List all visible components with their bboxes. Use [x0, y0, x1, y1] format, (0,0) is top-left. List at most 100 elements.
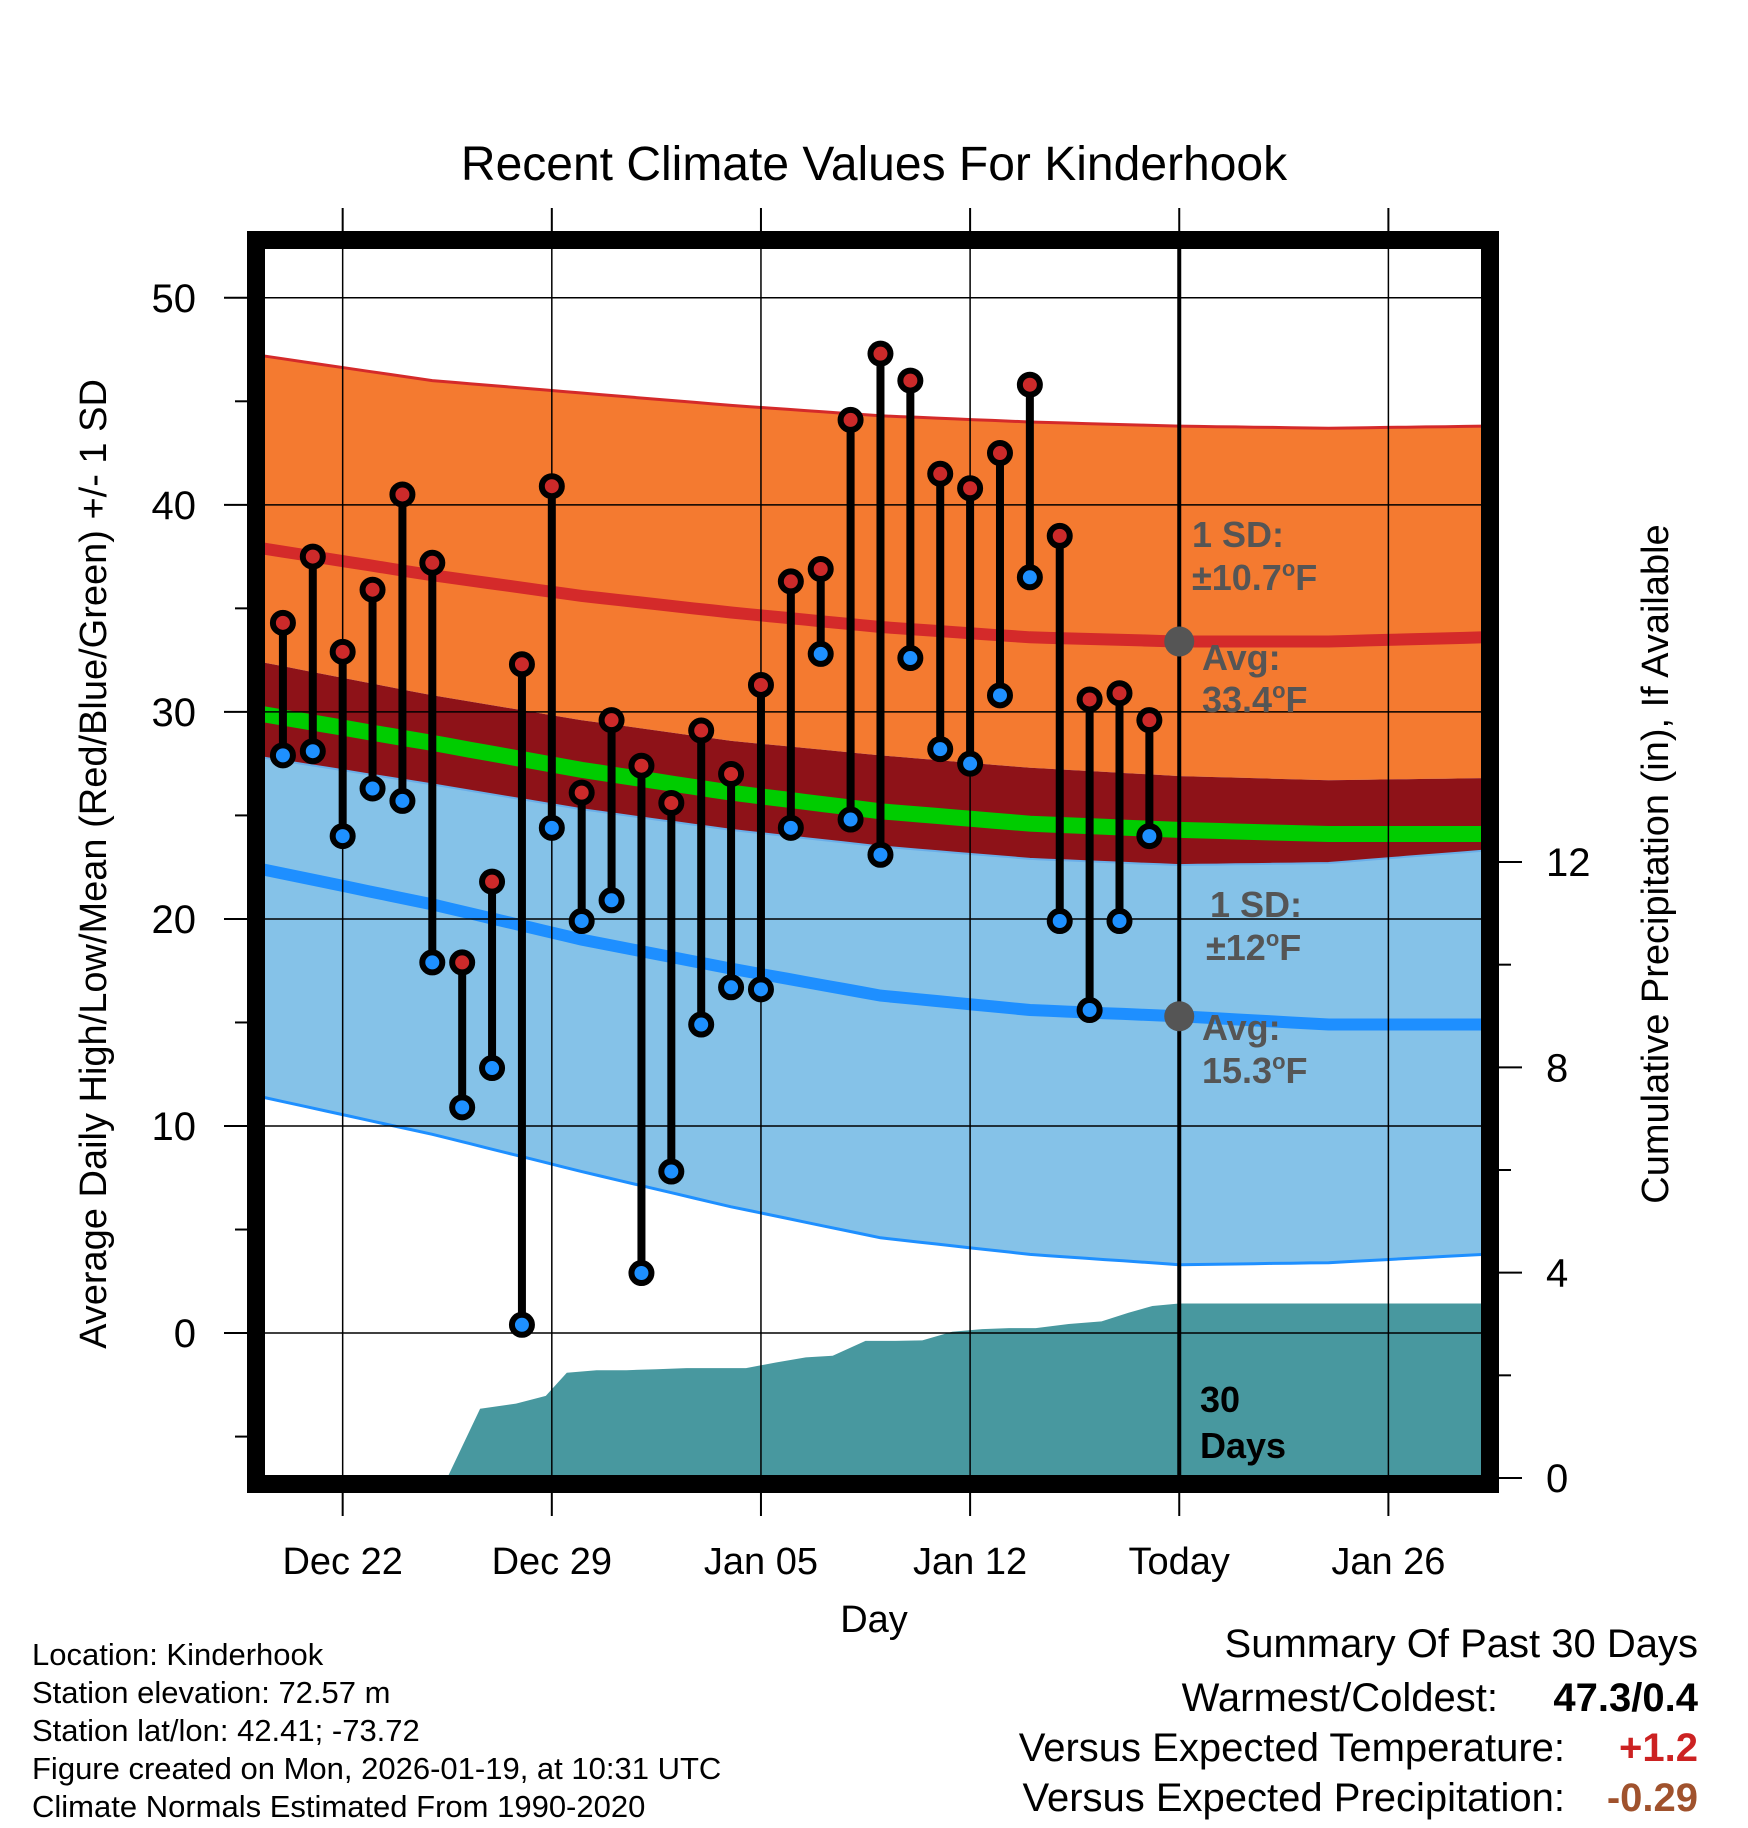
info-elevation: Station elevation: 72.57 m: [32, 1675, 391, 1710]
low-lower-line: [261, 1095, 1485, 1267]
summary-temp-value: +1.2: [1619, 1726, 1698, 1770]
summary-temp-label: Versus Expected Temperature:: [1018, 1726, 1565, 1770]
high-point: [897, 367, 924, 394]
high-point: [508, 651, 535, 678]
info-created: Figure created on Mon, 2026-01-19, at 10…: [32, 1751, 722, 1786]
y2-tick-label: 12: [1546, 841, 1591, 885]
y-tick-label: 0: [174, 1312, 196, 1356]
info-latlon: Station lat/lon: 42.41; -73.72: [32, 1713, 420, 1748]
high-point: [837, 406, 864, 433]
high-point: [568, 779, 595, 806]
high-point: [867, 340, 894, 367]
x-tick-label: Today: [1129, 1541, 1230, 1583]
y-axis-label: Average Daily High/Low/Mean (Red/Blue/Gr…: [73, 379, 115, 1349]
high-point: [1076, 686, 1103, 713]
low-sd-value: ±12oF: [1206, 926, 1301, 968]
high-point: [986, 440, 1013, 467]
low-point: [688, 1011, 715, 1038]
low-point: [1016, 564, 1043, 591]
high-sd-heading: 1 SD:: [1192, 514, 1284, 555]
high-point: [747, 671, 774, 698]
high-point: [807, 556, 834, 583]
low-point: [658, 1158, 685, 1185]
chart-title: Recent Climate Values For Kinderhook: [461, 138, 1288, 191]
high-point: [658, 789, 685, 816]
y2-axis-label: Cumulative Precipitation (in), If Availa…: [1635, 524, 1677, 1203]
y2-tick-label: 0: [1546, 1457, 1568, 1501]
low-point: [508, 1311, 535, 1338]
high-point: [777, 568, 804, 595]
x-tick-label: Dec 22: [282, 1541, 402, 1583]
low-point: [1076, 997, 1103, 1024]
high-point: [419, 549, 446, 576]
summary-title: Summary Of Past 30 Days: [1224, 1622, 1698, 1666]
low-point: [628, 1260, 655, 1287]
low-point: [1046, 908, 1073, 935]
high-point: [329, 638, 356, 665]
low-point: [747, 976, 774, 1003]
y-tick-label: 40: [152, 484, 197, 528]
info-location: Location: Kinderhook: [32, 1637, 324, 1672]
summary-warm-cold-value: 47.3/0.4: [1553, 1676, 1698, 1720]
y2-tick-label: 4: [1546, 1252, 1568, 1296]
low-avg-value: 15.3oF: [1202, 1049, 1308, 1091]
low-point: [598, 887, 625, 914]
low-point: [389, 787, 416, 814]
high-point: [359, 576, 386, 603]
days-word: Days: [1200, 1425, 1286, 1466]
summary-precip-value: -0.29: [1606, 1776, 1698, 1820]
info-normals: Climate Normals Estimated From 1990-2020: [32, 1789, 646, 1824]
high-point: [1106, 680, 1133, 707]
low-point: [359, 775, 386, 802]
high-point: [1046, 522, 1073, 549]
high-point: [688, 717, 715, 744]
y-tick-label: 20: [152, 898, 197, 942]
y-tick-label: 30: [152, 691, 197, 735]
low-point: [568, 908, 595, 935]
high-point: [449, 949, 476, 976]
high-point: [1016, 371, 1043, 398]
low-point: [419, 949, 446, 976]
high-point: [269, 609, 296, 636]
low-point: [299, 738, 326, 765]
low-mean-line: [260, 863, 1484, 1031]
low-point: [329, 823, 356, 850]
precip-area: [447, 1303, 1485, 1478]
high-point: [479, 868, 506, 895]
low-point: [807, 640, 834, 667]
high-sd-value: ±10.7oF: [1192, 556, 1317, 598]
x-tick-label: Dec 29: [492, 1541, 612, 1583]
summary-precip-label: Versus Expected Precipitation:: [1022, 1776, 1565, 1820]
low-avg-heading: Avg:: [1202, 1007, 1281, 1048]
high-point: [1136, 707, 1163, 734]
low-point: [449, 1094, 476, 1121]
summary-warm-cold-label: Warmest/Coldest:: [1181, 1676, 1498, 1720]
low-point: [479, 1055, 506, 1082]
low-point: [269, 742, 296, 769]
today-high-avg-marker: [1164, 626, 1195, 657]
high-point: [957, 475, 984, 502]
high-point: [927, 460, 954, 487]
high-point: [628, 752, 655, 779]
low-point: [1106, 908, 1133, 935]
x-tick-label: Jan 05: [704, 1541, 818, 1583]
high-point: [299, 543, 326, 570]
high-point: [389, 481, 416, 508]
x-tick-label: Jan 26: [1331, 1541, 1445, 1583]
today-low-avg-marker: [1164, 1001, 1195, 1032]
low-sd-heading: 1 SD:: [1210, 884, 1302, 925]
y-tick-label: 50: [152, 277, 197, 321]
days-number: 30: [1200, 1379, 1240, 1420]
y-tick-label: 10: [152, 1105, 197, 1149]
high-point: [718, 761, 745, 787]
low-point: [777, 814, 804, 841]
plot-frame: [247, 231, 1499, 1493]
low-point: [837, 806, 864, 833]
high-point: [598, 707, 625, 734]
low-point: [867, 841, 894, 868]
high-avg-value: 33.4oF: [1202, 678, 1308, 720]
x-tick-label: Jan 12: [913, 1541, 1027, 1583]
high-point: [538, 473, 565, 500]
low-point: [986, 682, 1013, 709]
